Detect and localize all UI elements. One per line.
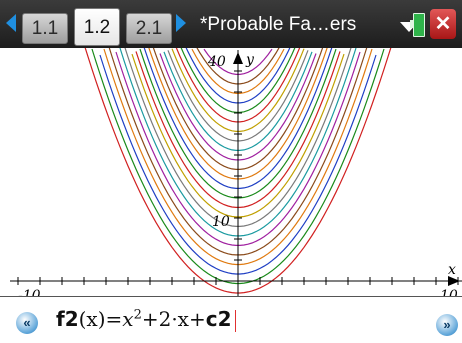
exponent: 2: [133, 307, 142, 323]
tab-bar: 1.1 1.2 2.1 *Probable Fa…ers ✕: [0, 0, 462, 48]
chevron-down-icon[interactable]: [400, 22, 418, 32]
function-expression-input[interactable]: f2(x)=x2+2·x+c2: [56, 307, 236, 332]
function-argument: (x): [78, 307, 106, 331]
y-axis-label: y: [245, 52, 255, 68]
document-title[interactable]: *Probable Fa…ers: [200, 14, 357, 35]
expand-entry-button[interactable]: »: [436, 314, 458, 336]
parameter-c2: c2: [205, 307, 232, 331]
equals-sign: =: [105, 307, 123, 331]
graph-area[interactable]: y x 40 10 10 -10: [0, 48, 462, 296]
x-tick-label-neg-10: -10: [18, 288, 41, 296]
x-axis-label: x: [448, 262, 456, 278]
x-axis-arrow-icon: [448, 276, 460, 286]
y-axis-arrow-icon: [233, 52, 243, 64]
y-axis-ticks: [234, 70, 242, 282]
scroll-left-arrow-icon[interactable]: [6, 14, 16, 32]
x-tick-label-10: 10: [440, 288, 458, 296]
battery-tip: [410, 20, 413, 28]
scroll-right-arrow-icon[interactable]: [176, 14, 186, 32]
function-entry-line[interactable]: « f2(x)=x2+2·x+c2 »: [0, 296, 462, 343]
x-axis-ticks: [17, 277, 459, 285]
expression-middle: +2·x+: [141, 307, 206, 331]
variable-x: x: [122, 307, 134, 331]
y-tick-label-40: 40: [207, 54, 226, 70]
text-cursor: [234, 309, 236, 332]
collapse-history-button[interactable]: «: [16, 312, 38, 334]
battery-icon: [413, 13, 425, 37]
tab-2-1[interactable]: 2.1: [126, 13, 172, 44]
close-button[interactable]: ✕: [430, 9, 456, 39]
tab-1-2[interactable]: 1.2: [74, 8, 120, 46]
tab-1-1[interactable]: 1.1: [22, 13, 68, 44]
y-tick-label-10: 10: [212, 214, 230, 230]
function-name: f2: [56, 307, 79, 331]
